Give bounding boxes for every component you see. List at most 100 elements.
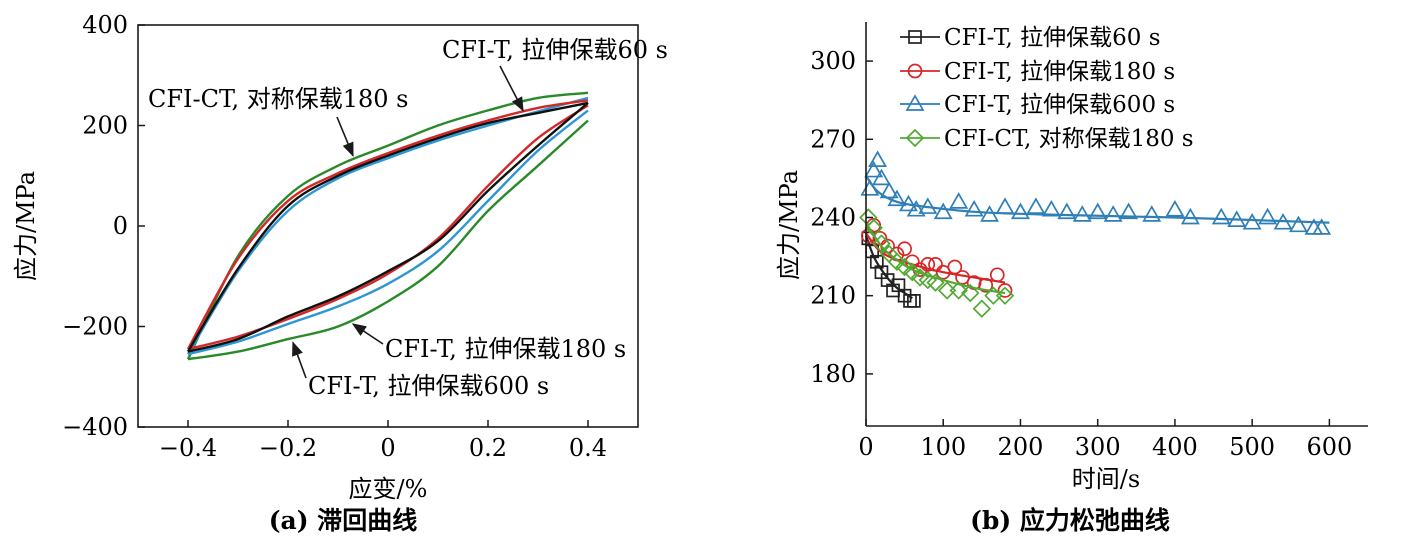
- data-point-triangle: [899, 194, 918, 212]
- curve-annotations: CFI-T, 拉伸保载60 s CFI-CT, 对称保载180 s CFI-T, 拉…: [148, 36, 668, 400]
- data-point-triangle: [1057, 202, 1077, 220]
- data-point-diamond: [961, 283, 980, 303]
- data-point-triangle: [1289, 215, 1308, 233]
- x-tick-label-a: −0.4: [159, 434, 217, 462]
- data-point-diamond: [926, 273, 945, 292]
- x-tick-label-b: 0: [858, 433, 873, 461]
- loop-lower-t60: [187, 101, 589, 353]
- data-point-diamond: [903, 263, 922, 282]
- loop-lower-ct180: [187, 119, 589, 361]
- data-point-triangle: [995, 197, 1015, 214]
- x-tick-label-b: 600: [1306, 433, 1352, 461]
- caption-a: (a) 滞回曲线: [269, 506, 418, 535]
- data-point-circle: [997, 283, 1013, 298]
- data-point-triangle: [887, 189, 907, 207]
- data-point-circle: [928, 257, 943, 272]
- data-point-triangle: [918, 197, 938, 214]
- loop-lower-t180: [187, 104, 589, 351]
- annotation-arrow-t600: [292, 341, 307, 379]
- loop-lower-t600: [187, 109, 589, 356]
- y-axis-label-b: 应力/MPa: [775, 170, 803, 280]
- data-point-circle: [978, 277, 994, 293]
- legend-label: CFI-T, 拉伸保载180 s: [944, 59, 1175, 85]
- data-point-diamond: [872, 234, 891, 253]
- annotation-t180: CFI-T, 拉伸保载180 s: [385, 335, 626, 363]
- data-point-triangle: [1072, 205, 1092, 222]
- fit-line-triangle: [865, 175, 1330, 224]
- data-point-triangle: [1273, 212, 1293, 230]
- x-axis-label-a: 应变/%: [349, 475, 428, 503]
- caption-b: (b) 应力松弛曲线: [970, 506, 1170, 535]
- data-point-triangle: [949, 192, 969, 209]
- data-point-triangle: [1180, 207, 1200, 225]
- data-point-triangle: [1227, 210, 1247, 227]
- data-point-triangle: [864, 160, 884, 178]
- relaxation-data: [859, 150, 1332, 318]
- x-tick-label-b: 300: [1075, 433, 1121, 461]
- data-point-triangle: [1242, 212, 1262, 230]
- y-tick-label-a: −400: [62, 413, 128, 441]
- y-tick-label-b: 180: [810, 360, 856, 388]
- data-point-triangle: [1312, 218, 1332, 235]
- data-point-triangle: [1142, 205, 1162, 222]
- data-point-triangle: [1088, 202, 1108, 220]
- annotation-arrow-ct180: [336, 116, 354, 157]
- data-point-triangle: [933, 202, 953, 220]
- y-axis-label-a: 应力/MPa: [12, 171, 40, 281]
- data-point-triangle: [1103, 205, 1123, 222]
- y-tick-label-a: −200: [62, 313, 128, 341]
- data-point-triangle: [906, 199, 926, 217]
- data-point-circle: [989, 267, 1005, 283]
- data-point-diamond: [887, 252, 907, 271]
- data-point-circle: [897, 241, 912, 257]
- y-tick-label-b: 240: [810, 203, 856, 231]
- legend-marker-square: [908, 30, 922, 44]
- data-point-triangle: [964, 199, 984, 217]
- axis-ticks-b: 0 100 200 300 400 500 600 180 210 240 270 300: [810, 47, 1352, 461]
- annotation-ct180: CFI-CT, 对称保载180 s: [148, 85, 408, 113]
- data-point-circle: [947, 259, 963, 275]
- annotation-t60: CFI-T, 拉伸保载60 s: [442, 36, 668, 64]
- legend: CFI-T, 拉伸保载60 s CFI-T, 拉伸保载180 s CFI-T, 拉伸…: [900, 25, 1194, 152]
- relaxation-chart: 0 100 200 300 400 500 600 180 210 240 270 300 CFI-T…: [775, 22, 1368, 535]
- data-point-triangle: [1258, 207, 1278, 225]
- x-tick-label-b: 200: [998, 433, 1044, 461]
- x-tick-label-a: 0.4: [569, 434, 607, 462]
- loop-upper-t600: [186, 96, 589, 355]
- data-point-triangle: [1165, 199, 1185, 217]
- y-tick-label-b: 300: [810, 47, 856, 75]
- annotation-t600: CFI-T, 拉伸保载600 s: [308, 372, 549, 400]
- data-point-triangle: [879, 181, 899, 199]
- hysteresis-curves: [186, 91, 589, 361]
- data-point-square: [907, 294, 921, 308]
- y-tick-label-a: 0: [113, 212, 128, 240]
- x-tick-label-b: 500: [1229, 433, 1275, 461]
- legend-label: CFI-T, 拉伸保载60 s: [944, 25, 1161, 51]
- legend-marker-triangle: [905, 94, 925, 111]
- data-point-triangle: [980, 205, 1000, 222]
- data-point-diamond: [995, 286, 1015, 305]
- data-point-square: [869, 254, 884, 269]
- data-point-diamond: [895, 257, 914, 277]
- data-point-diamond: [972, 299, 992, 318]
- legend-marker-diamond: [905, 128, 925, 148]
- loop-upper-t60: [186, 101, 589, 353]
- data-point-triangle: [1026, 197, 1046, 214]
- x-tick-label-b: 100: [920, 433, 966, 461]
- x-tick-label-b: 400: [1152, 433, 1198, 461]
- data-point-triangle: [871, 168, 891, 186]
- x-tick-label-a: 0.2: [469, 434, 507, 462]
- x-tick-label-a: 0: [380, 434, 395, 462]
- y-tick-label-b: 270: [810, 125, 856, 153]
- data-point-triangle: [1041, 199, 1061, 217]
- x-tick-label-a: −0.2: [259, 434, 317, 462]
- data-point-triangle: [868, 150, 888, 167]
- data-point-diamond: [949, 281, 968, 300]
- hysteresis-chart: −0.4 −0.2 0 0.2 0.4 −400 −200 0 200 400 CFI-T, 拉伸…: [12, 11, 668, 535]
- y-tick-label-b: 210: [810, 282, 856, 310]
- legend-marker-circle: [907, 63, 923, 79]
- y-tick-label-a: 200: [82, 112, 128, 140]
- axis-ticks-a: −0.4 −0.2 0 0.2 0.4 −400 −200 0 200 400: [62, 11, 607, 462]
- x-axis-label-b: 时间/s: [1072, 465, 1140, 493]
